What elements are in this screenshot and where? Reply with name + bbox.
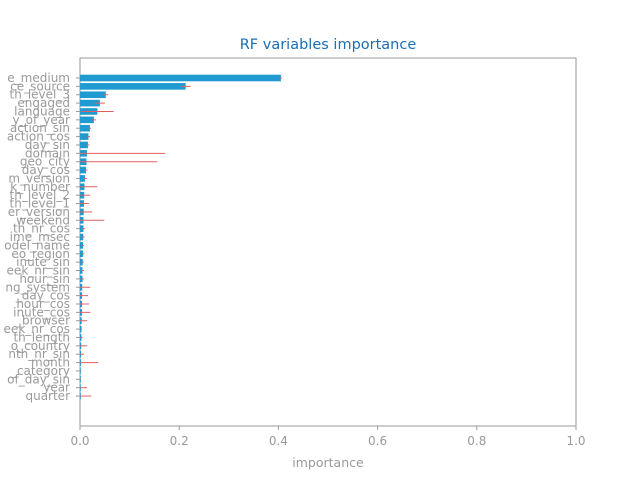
bar-day_cos xyxy=(80,166,86,174)
y-tick-label-month: month xyxy=(31,356,70,370)
bar-inute_sin xyxy=(80,258,83,266)
bar-ce_source xyxy=(80,83,186,90)
error-bars-group xyxy=(80,77,282,397)
y-tick-label-e_medium: e_medium xyxy=(7,71,70,85)
y-tick-label-inute_cos: inute_cos xyxy=(13,305,70,319)
bar-e_medium xyxy=(80,74,281,82)
plot-frame xyxy=(79,57,577,427)
x-tick-label-0.6: 0.6 xyxy=(368,434,387,448)
y-tick-label-m_version: m_version xyxy=(8,171,70,185)
y-tick-label-ng_system: ng_system xyxy=(5,280,70,294)
y-tick-labels: e_mediumce_sourceth_level_3engagedlangua… xyxy=(4,71,80,403)
bar-ime_msec xyxy=(80,233,84,241)
x-tick-label-0.8: 0.8 xyxy=(467,434,486,448)
y-tick-label-th_level_2: th_level_2 xyxy=(10,188,70,202)
y-tick-label-eek_nr_cos: eek_nr_cos xyxy=(4,322,70,336)
y-tick-label-inute_sin: inute_sin xyxy=(16,255,70,269)
y-tick-label-year: year xyxy=(43,381,70,395)
y-tick-label-k_number: k_number xyxy=(10,180,70,194)
x-tick-label-0.0: 0.0 xyxy=(70,434,89,448)
y-tick-label-hour_sin: hour_sin xyxy=(19,272,70,286)
bar-y_of_year xyxy=(80,116,94,124)
y-tick-label-_category: _category xyxy=(10,364,70,378)
bar-action_sin xyxy=(80,124,90,132)
y-tick-label-eo_region: eo_region xyxy=(11,247,70,261)
y-tick-label-hour_cos: hour_cos xyxy=(16,297,70,311)
x-tick-label-0.2: 0.2 xyxy=(170,434,189,448)
y-tick-label-engaged: engaged xyxy=(17,96,70,110)
y-tick-label-nth_nr_sin: nth_nr_sin xyxy=(8,347,70,361)
y-tick-label-day_cos: day_cos xyxy=(22,163,70,177)
bar-th_level_3 xyxy=(80,91,106,99)
y-tick-label-odel_name: odel_name xyxy=(4,238,70,252)
x-tick-label-0.4: 0.4 xyxy=(269,434,288,448)
y-tick-label-th_nr_cos: th_nr_cos xyxy=(13,222,70,236)
y-tick-label-o_country: o_country xyxy=(11,339,70,353)
y-tick-label-action_cos: action_cos xyxy=(7,130,70,144)
bar-engaged xyxy=(80,99,100,107)
bars-group xyxy=(80,74,281,400)
x-tick-label-1.0: 1.0 xyxy=(566,434,585,448)
y-tick-label-language: language xyxy=(14,104,70,118)
y-tick-label-_day_cos: _day_cos xyxy=(15,289,70,303)
y-tick-label-th_level_1: th_level_1 xyxy=(10,197,70,211)
y-tick-label-weekend: weekend xyxy=(16,213,70,227)
y-tick-label-ime_msec: ime_msec xyxy=(10,230,70,244)
y-tick-label-domain: domain xyxy=(25,146,70,160)
y-tick-label-th_length: th_length xyxy=(13,330,70,344)
y-tick-label-of_day_sin: of_day_sin xyxy=(7,372,70,386)
x-axis-label: importance xyxy=(292,455,364,470)
bar-action_cos xyxy=(80,133,89,140)
y-tick-label-quarter: quarter xyxy=(25,389,70,403)
y-tick-label-y_of_year: y_of_year xyxy=(13,113,71,127)
y-tick-label-geo_city: geo_city xyxy=(20,155,70,169)
bar-th_nr_cos xyxy=(80,225,84,232)
y-tick-label-ce_source: ce_source xyxy=(10,79,70,93)
y-tick-label-action_sin: action_sin xyxy=(10,121,70,135)
bar-eek_nr_cos xyxy=(80,325,82,333)
bar-m_version xyxy=(80,175,85,182)
y-tick-label-er_version: er_version xyxy=(8,205,70,219)
bar-odel_name xyxy=(80,242,83,249)
y-tick-label-day_sin: day_sin xyxy=(25,138,70,152)
x-ticks: 0.0 0.2 0.4 0.6 0.8 1.0 xyxy=(70,426,586,448)
y-tick-label-th_level_3: th_level_3 xyxy=(10,88,70,102)
y-tick-label-_browser: _browser xyxy=(15,314,70,328)
bar-day_sin xyxy=(80,141,88,149)
y-tick-label-eek_nr_sin: eek_nr_sin xyxy=(7,264,70,278)
chart-title: RF variables importance xyxy=(240,37,417,53)
